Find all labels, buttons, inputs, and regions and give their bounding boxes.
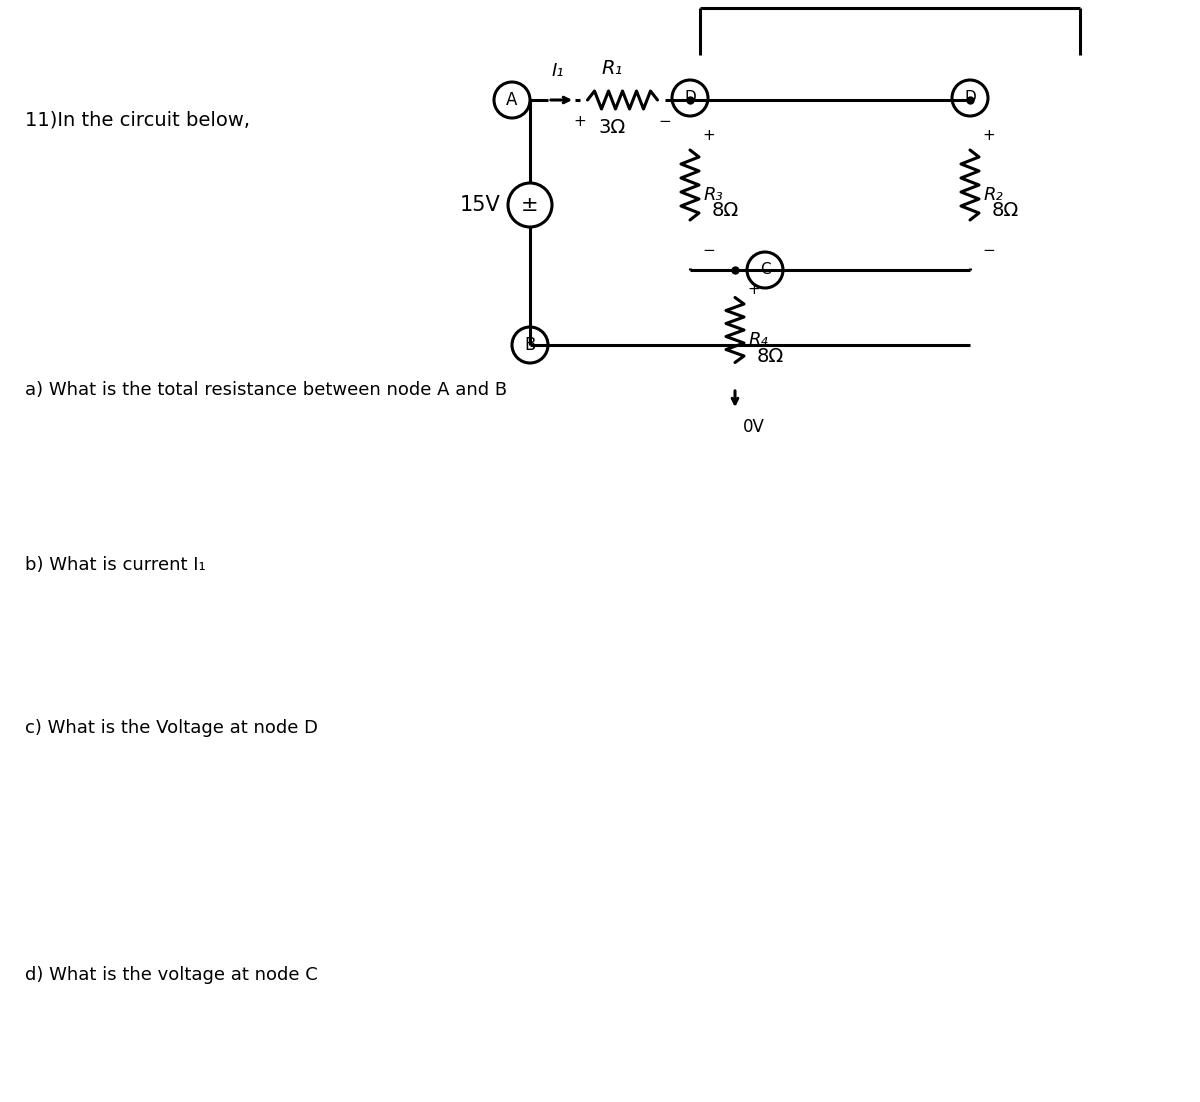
Text: A: A (506, 91, 517, 109)
Text: D: D (684, 90, 696, 106)
Text: ±: ± (521, 195, 539, 215)
Text: 11)In the circuit below,: 11)In the circuit below, (25, 110, 250, 130)
Text: I₁: I₁ (552, 62, 564, 80)
Text: B: B (524, 336, 535, 354)
Text: 8Ω: 8Ω (712, 202, 739, 220)
Text: −: − (702, 244, 715, 258)
Text: D: D (964, 90, 976, 106)
Text: R₃: R₃ (704, 186, 724, 204)
Text: +: + (574, 114, 587, 129)
Text: R₁: R₁ (602, 60, 623, 78)
Text: 0V: 0V (743, 418, 764, 436)
Text: b) What is current I₁: b) What is current I₁ (25, 557, 205, 574)
Text: 8Ω: 8Ω (992, 202, 1019, 220)
Text: +: + (746, 282, 760, 298)
Text: R₂: R₂ (984, 186, 1003, 204)
Text: −: − (659, 114, 671, 129)
Text: +: + (982, 128, 995, 143)
Text: −: − (982, 244, 995, 258)
Text: 8Ω: 8Ω (757, 346, 785, 366)
Text: R₄: R₄ (749, 331, 769, 349)
Text: c) What is the Voltage at node D: c) What is the Voltage at node D (25, 719, 318, 737)
Text: +: + (702, 128, 715, 143)
Text: C: C (760, 262, 770, 278)
Text: 15V: 15V (460, 195, 500, 215)
Text: a) What is the total resistance between node A and B: a) What is the total resistance between … (25, 381, 508, 399)
Text: d) What is the voltage at node C: d) What is the voltage at node C (25, 966, 318, 984)
Text: 3Ω: 3Ω (599, 118, 626, 137)
